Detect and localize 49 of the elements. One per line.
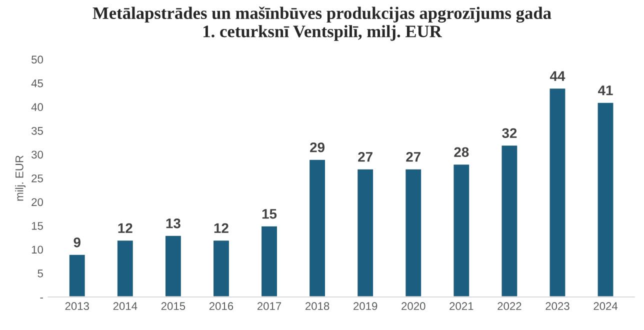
x-tick-label: 2013 — [65, 302, 89, 310]
x-tick-label: 2024 — [594, 302, 618, 310]
y-tick-label: 35 — [32, 126, 43, 135]
bar — [356, 168, 374, 297]
y-tick-label: 30 — [32, 150, 44, 159]
x-tick-label: 2023 — [546, 302, 570, 310]
bar — [68, 254, 86, 297]
bar — [548, 87, 567, 297]
bar — [212, 239, 230, 297]
data-label: 44 — [550, 71, 566, 81]
bar — [116, 239, 134, 297]
data-label: 28 — [454, 147, 469, 158]
y-tick-label: 10 — [32, 246, 44, 254]
x-tick-label: 2020 — [402, 302, 426, 310]
y-tick-label: 45 — [31, 80, 43, 88]
y-tick-label: 25 — [32, 174, 43, 182]
data-label: 32 — [502, 128, 517, 138]
bar — [308, 158, 326, 297]
data-label: 27 — [406, 152, 420, 162]
x-tick-label: 2021 — [450, 302, 474, 310]
bar — [452, 163, 471, 297]
y-tick-label: - — [40, 298, 43, 299]
x-tick-label: 2015 — [161, 302, 186, 310]
bar — [260, 225, 278, 297]
data-label: 27 — [358, 152, 372, 162]
data-label: 15 — [262, 209, 277, 219]
y-tick-label: 50 — [32, 56, 44, 64]
x-tick-label: 2017 — [257, 302, 282, 310]
bar — [164, 234, 182, 297]
x-tick-label: 2018 — [306, 302, 330, 310]
x-tick-label: 2019 — [354, 302, 378, 310]
chart-title: Metālapstrādes un mašīnbūves produkcijas apgrozījums gada 1. ceturksnī Ventspilī, milj. EUR — [92, 6, 552, 41]
data-label: 12 — [118, 223, 132, 233]
data-label: 29 — [310, 142, 325, 152]
bar — [500, 144, 519, 297]
x-tick-label: 2022 — [498, 302, 522, 310]
y-tick-label: 15 — [32, 222, 43, 230]
data-label: 13 — [166, 218, 180, 228]
bar — [404, 168, 422, 297]
data-label: 41 — [598, 86, 613, 96]
y-tick-label: 5 — [38, 270, 43, 278]
data-label: 9 — [74, 237, 80, 248]
x-tick-label: 2016 — [209, 302, 234, 310]
bar — [596, 101, 615, 297]
y-tick-label: 40 — [31, 103, 44, 112]
x-tick-label: 2014 — [113, 302, 138, 310]
data-label: 12 — [214, 223, 228, 233]
y-tick-label: 20 — [32, 198, 44, 206]
y-axis-title: milj. EUR — [15, 156, 26, 201]
